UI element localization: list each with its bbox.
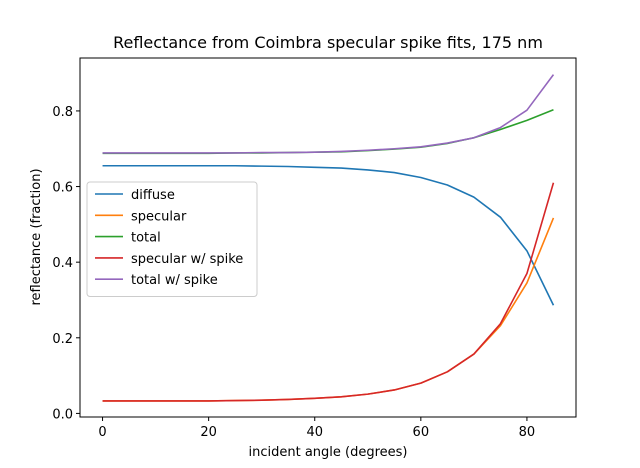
legend: diffuse specular total specular w/ spike tot… [86,181,258,297]
x-tick-label: 40 [306,425,323,440]
plot-lines [102,74,555,402]
y-axis-label: reflectance (fraction) [29,168,44,305]
axes-frame [79,57,577,418]
y-tick-label: 0.0 [52,407,73,422]
legend-label: specular w/ spike [131,252,243,267]
x-axis-label: incident angle (degrees) [248,445,407,460]
x-tick-label: 60 [413,425,430,440]
series-line-diffuse [102,164,555,306]
y-tick-label: 0.4 [52,256,73,271]
legend-label: total [131,231,161,246]
y-axis: 0.0 0.2 0.4 0.6 0.8 [52,105,80,422]
x-tick-label: 0 [98,425,106,440]
y-tick-label: 0.6 [52,181,73,196]
legend-label: specular [131,209,187,224]
y-tick-label: 0.2 [52,332,73,347]
x-tick-label: 20 [200,425,217,440]
series-line-specular-w-spike [102,182,555,402]
legend-label: total w/ spike [131,273,218,288]
chart-title: Reflectance from Coimbra specular spike … [113,33,543,52]
series-line-total-w-spike [102,74,555,154]
x-axis: 0 20 40 60 80 [98,417,535,440]
legend-label: diffuse [131,188,175,203]
y-tick-label: 0.8 [52,105,73,120]
x-tick-label: 80 [519,425,536,440]
legend-box [86,181,258,297]
